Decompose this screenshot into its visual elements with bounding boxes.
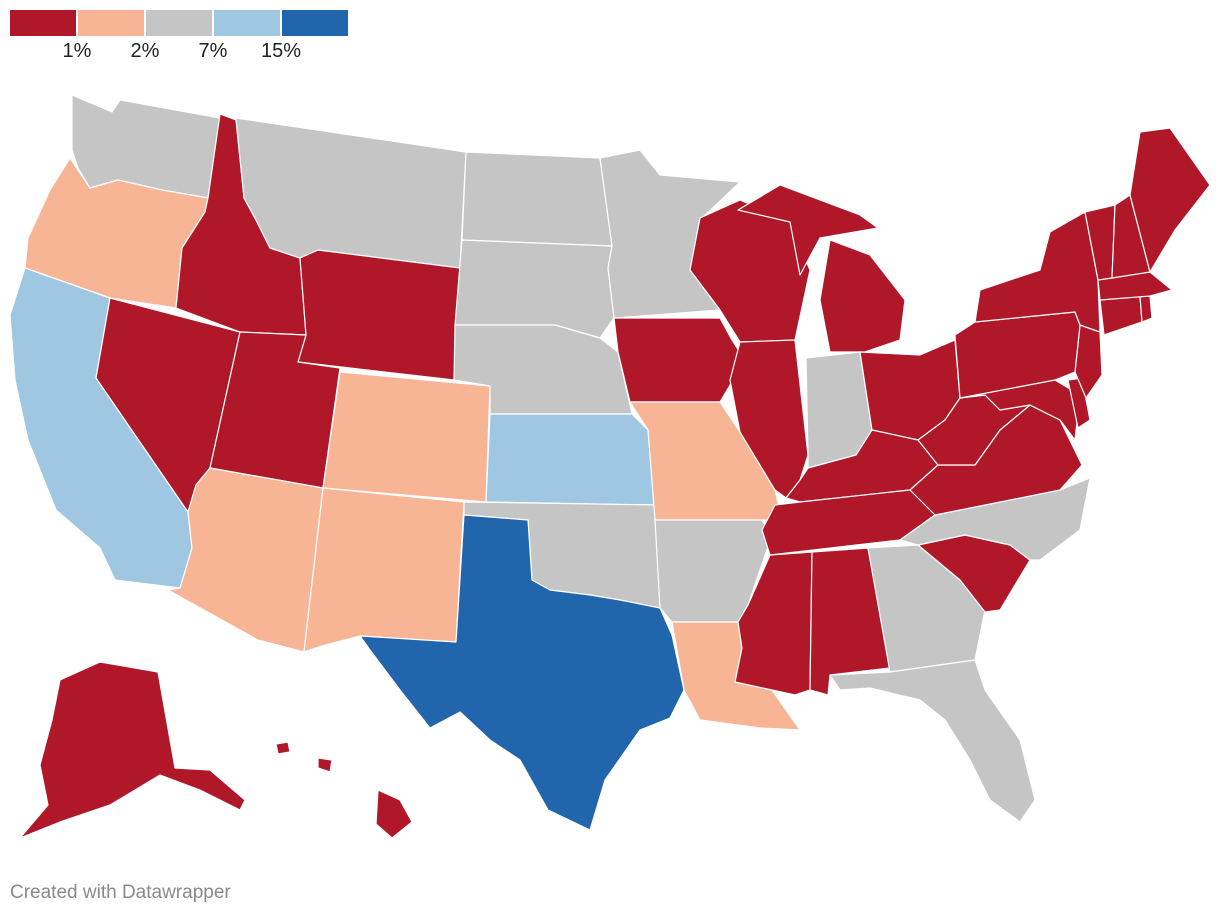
state-new-york[interactable] xyxy=(974,211,1101,333)
state-wyoming[interactable] xyxy=(297,249,461,381)
state-maryland[interactable] xyxy=(959,379,1081,441)
state-colorado[interactable] xyxy=(322,371,491,503)
state-north-dakota[interactable] xyxy=(461,151,613,247)
legend-tick-2: 7% xyxy=(198,40,228,62)
state-montana[interactable] xyxy=(235,117,467,269)
state-connecticut[interactable] xyxy=(1099,295,1143,336)
color-legend: 1% 2% 7% 15% xyxy=(10,10,350,66)
state-texas[interactable] xyxy=(359,514,685,831)
state-new-mexico[interactable] xyxy=(303,487,465,653)
state-kansas[interactable] xyxy=(485,413,656,506)
legend-ticks: 1% 2% 7% 15% xyxy=(10,36,350,66)
state-south-dakota[interactable] xyxy=(454,239,615,339)
state-alaska[interactable] xyxy=(19,661,246,839)
state-florida[interactable] xyxy=(829,659,1036,823)
legend-swatch-2 xyxy=(146,10,212,36)
legend-tick-1: 2% xyxy=(130,40,160,62)
legend-tick-0: 1% xyxy=(62,40,92,62)
legend-swatch-0 xyxy=(10,10,76,36)
legend-swatch-1 xyxy=(78,10,144,36)
state-washington[interactable] xyxy=(71,94,221,199)
legend-swatches xyxy=(10,10,350,36)
state-michigan[interactable] xyxy=(737,184,906,353)
state-maine[interactable] xyxy=(1129,127,1211,273)
state-iowa[interactable] xyxy=(613,317,746,403)
state-hawaii[interactable] xyxy=(275,741,413,839)
legend-swatch-4 xyxy=(282,10,348,36)
credit-text: Created with Datawrapper xyxy=(10,882,231,903)
legend-swatch-3 xyxy=(214,10,280,36)
legend-tick-3: 15% xyxy=(260,40,302,62)
state-rhode-island[interactable] xyxy=(1139,295,1153,323)
